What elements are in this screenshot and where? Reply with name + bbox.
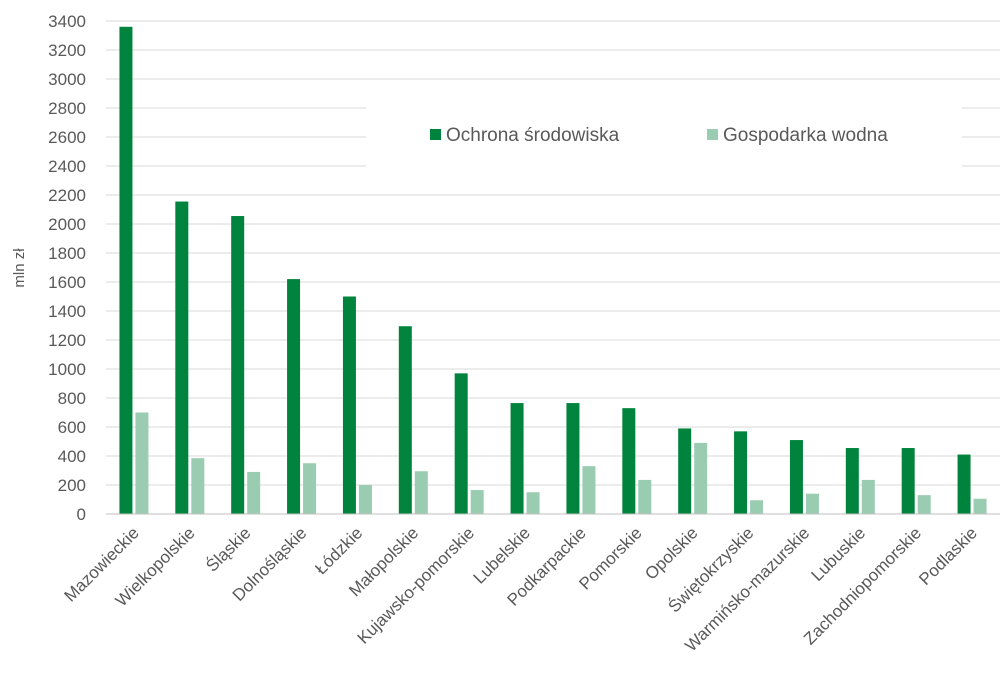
y-tick-label: 3000 (48, 70, 86, 89)
y-tick-label: 800 (58, 389, 86, 408)
bar-gospodarka (861, 479, 875, 514)
y-tick-label: 400 (58, 447, 86, 466)
y-tick-label: 1000 (48, 360, 86, 379)
y-tick-label: 2600 (48, 128, 86, 147)
y-tick-label: 0 (77, 505, 86, 524)
y-tick-label: 2800 (48, 99, 86, 118)
bar-gospodarka (247, 471, 261, 514)
bar-gospodarka (135, 412, 149, 514)
y-tick-label: 600 (58, 418, 86, 437)
bar-ochrona (287, 279, 301, 514)
legend-box (366, 100, 962, 170)
bar-gospodarka (358, 485, 372, 514)
y-tick-label: 1200 (48, 331, 86, 350)
bar-ochrona (901, 448, 915, 514)
y-tick-label: 200 (58, 476, 86, 495)
bar-gospodarka (191, 458, 205, 514)
y-tick-label: 1600 (48, 273, 86, 292)
legend-background (366, 100, 962, 170)
bar-gospodarka (750, 500, 764, 514)
x-category-label: Śląskie (202, 523, 254, 575)
bar-gospodarka (470, 490, 484, 514)
bars (119, 26, 987, 515)
bar-gospodarka (638, 479, 652, 514)
bar-gospodarka (582, 466, 596, 514)
y-tick-label: 3400 (48, 12, 86, 31)
x-category-label: Podlaskie (915, 523, 981, 589)
bar-ochrona (342, 296, 356, 514)
bar-ochrona (454, 373, 468, 514)
bar-gospodarka (414, 471, 428, 514)
y-tick-label: 1800 (48, 244, 86, 263)
bar-gospodarka (526, 492, 540, 514)
bar-ochrona (957, 454, 971, 514)
bar-ochrona (510, 403, 524, 514)
y-axis-ticks: 0 200 400 600 800 1000 1200 1400 1600 1800 2000 220… (48, 12, 86, 524)
bar-gospodarka (973, 498, 987, 514)
y-tick-label: 3200 (48, 41, 86, 60)
x-category-label: Łódzkie (311, 523, 366, 578)
legend-swatch (707, 129, 718, 140)
bar-ochrona (789, 440, 803, 514)
legend: Ochrona środowiska Gospodarka wodna (430, 125, 888, 146)
y-tick-label: 1400 (48, 302, 86, 321)
bar-ochrona (734, 431, 748, 514)
legend-label: Gospodarka wodna (723, 125, 888, 146)
bar-ochrona (566, 403, 580, 514)
y-tick-label: 2200 (48, 186, 86, 205)
bar-ochrona (622, 408, 636, 514)
legend-label: Ochrona środowiska (446, 125, 620, 146)
bar-gospodarka (303, 463, 317, 514)
bar-gospodarka (917, 495, 931, 514)
y-tick-label: 2400 (48, 157, 86, 176)
bar-ochrona (119, 26, 133, 515)
bar-ochrona (175, 201, 189, 514)
bar-ochrona (231, 216, 245, 514)
bar-ochrona (845, 448, 859, 514)
bar-gospodarka (805, 493, 819, 514)
bar-ochrona (398, 326, 412, 514)
bar-gospodarka (694, 442, 708, 514)
y-tick-label: 2000 (48, 215, 86, 234)
y-axis-label: mln zł (11, 248, 28, 288)
legend-swatch (430, 129, 441, 140)
bar-ochrona (678, 428, 692, 514)
